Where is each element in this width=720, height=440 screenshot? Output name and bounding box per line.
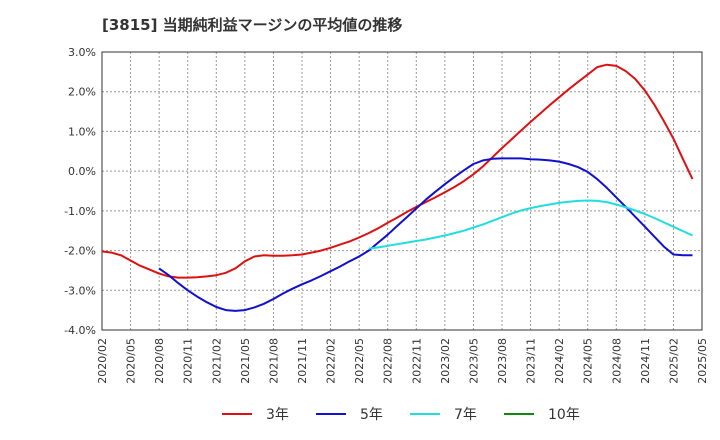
plot-border (101, 51, 703, 331)
series-line (368, 199, 693, 250)
grid-layer (101, 51, 703, 331)
legend-label: 10年 (548, 407, 580, 423)
axis-layer: 3.0%2.0%1.0%0.0%-1.0%-2.0%-3.0%-4.0%2020… (64, 46, 709, 384)
series-line (101, 63, 675, 279)
x-tick-label: 2022/05 (353, 338, 366, 384)
y-tick-label: -1.0% (64, 205, 96, 218)
x-tick-label: 2022/11 (410, 338, 423, 384)
x-tick-label: 2023/05 (467, 338, 480, 384)
x-tick-label: 2022/08 (382, 338, 395, 384)
y-tick-label: 0.0% (68, 165, 96, 178)
x-tick-label: 2023/08 (496, 338, 509, 384)
y-tick-label: 2.0% (68, 86, 96, 99)
x-tick-label: 2021/02 (210, 338, 223, 384)
series-line (672, 138, 694, 180)
x-tick-label: 2021/05 (239, 338, 252, 384)
x-tick-label: 2025/02 (667, 338, 680, 384)
x-tick-label: 2024/08 (610, 338, 623, 384)
x-tick-label: 2020/05 (125, 338, 138, 384)
series-layer (101, 63, 694, 312)
y-tick-label: -4.0% (64, 324, 96, 337)
y-tick-label: -2.0% (64, 245, 96, 258)
x-tick-label: 2023/11 (525, 338, 538, 384)
y-tick-label: -3.0% (64, 284, 96, 297)
x-tick-label: 2024/05 (582, 338, 595, 384)
x-tick-label: 2024/02 (553, 338, 566, 384)
x-tick-label: 2020/11 (182, 338, 195, 384)
x-tick-label: 2021/08 (267, 338, 280, 384)
x-tick-label: 2020/08 (153, 338, 166, 384)
series-line (158, 157, 693, 312)
chart-title: [3815] 当期純利益マージンの平均値の推移 (102, 16, 403, 34)
y-tick-label: 3.0% (68, 46, 96, 59)
x-tick-label: 2024/11 (639, 338, 652, 384)
x-tick-label: 2021/11 (296, 338, 309, 384)
x-tick-label: 2022/02 (325, 338, 338, 384)
x-tick-label: 2020/02 (96, 338, 109, 384)
x-tick-label: 2025/05 (696, 338, 709, 384)
y-tick-label: 1.0% (68, 125, 96, 138)
legend-label: 3年 (266, 407, 289, 423)
legend: 3年 5年 7年 10年 (222, 407, 580, 423)
legend-label: 7年 (454, 407, 477, 423)
plot-area (102, 52, 702, 330)
legend-label: 5年 (360, 407, 383, 423)
x-tick-label: 2023/02 (439, 338, 452, 384)
